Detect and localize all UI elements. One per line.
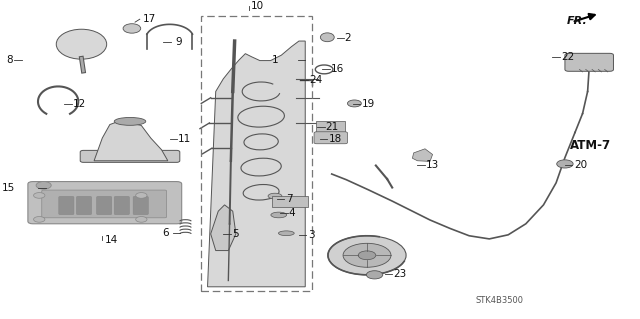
Text: 24: 24 <box>309 75 323 85</box>
Text: 20: 20 <box>573 160 587 170</box>
Circle shape <box>136 217 147 222</box>
FancyBboxPatch shape <box>76 197 92 215</box>
Circle shape <box>358 251 376 260</box>
FancyBboxPatch shape <box>59 197 74 215</box>
Ellipse shape <box>278 231 294 236</box>
Text: 3: 3 <box>308 230 314 240</box>
Text: 14: 14 <box>105 235 118 245</box>
Polygon shape <box>412 149 433 161</box>
FancyBboxPatch shape <box>272 196 308 207</box>
Text: 13: 13 <box>426 160 440 170</box>
FancyBboxPatch shape <box>115 197 129 215</box>
Text: 5: 5 <box>232 229 239 239</box>
Ellipse shape <box>115 117 146 125</box>
Ellipse shape <box>321 33 334 42</box>
Text: 19: 19 <box>362 99 374 109</box>
Ellipse shape <box>268 193 282 199</box>
Text: 9: 9 <box>175 37 182 47</box>
Text: 1: 1 <box>272 55 279 65</box>
FancyBboxPatch shape <box>80 150 180 162</box>
Circle shape <box>33 217 45 222</box>
Text: ATM-7: ATM-7 <box>570 139 611 152</box>
FancyBboxPatch shape <box>28 182 182 224</box>
Polygon shape <box>207 41 305 287</box>
Ellipse shape <box>271 212 287 218</box>
Circle shape <box>328 236 406 275</box>
FancyBboxPatch shape <box>314 132 348 144</box>
Ellipse shape <box>348 100 362 107</box>
Circle shape <box>136 193 147 198</box>
Text: 12: 12 <box>73 99 86 109</box>
Bar <box>201 17 312 291</box>
Text: 21: 21 <box>325 122 339 132</box>
Ellipse shape <box>56 29 107 59</box>
Text: 10: 10 <box>251 1 264 11</box>
Text: 7: 7 <box>285 194 292 204</box>
Text: 18: 18 <box>328 134 342 144</box>
Text: 2: 2 <box>344 33 351 43</box>
Polygon shape <box>94 121 168 161</box>
FancyBboxPatch shape <box>97 197 112 215</box>
Circle shape <box>366 271 383 279</box>
FancyBboxPatch shape <box>316 121 345 132</box>
Circle shape <box>36 182 51 189</box>
Text: 8: 8 <box>6 55 13 65</box>
Circle shape <box>343 243 391 267</box>
Circle shape <box>557 160 573 168</box>
FancyBboxPatch shape <box>565 53 614 71</box>
Text: FR.: FR. <box>567 16 588 26</box>
Text: 15: 15 <box>2 182 15 193</box>
Text: 4: 4 <box>289 208 296 218</box>
Text: STK4B3500: STK4B3500 <box>476 295 524 305</box>
Circle shape <box>33 193 45 198</box>
FancyBboxPatch shape <box>133 197 148 215</box>
Text: 6: 6 <box>163 228 169 238</box>
Text: 11: 11 <box>178 134 191 144</box>
Text: 17: 17 <box>143 14 156 24</box>
Ellipse shape <box>123 24 141 33</box>
FancyBboxPatch shape <box>42 190 166 218</box>
Polygon shape <box>211 205 236 250</box>
Text: 23: 23 <box>394 269 407 278</box>
Text: 22: 22 <box>561 52 574 62</box>
Text: 16: 16 <box>331 64 344 74</box>
